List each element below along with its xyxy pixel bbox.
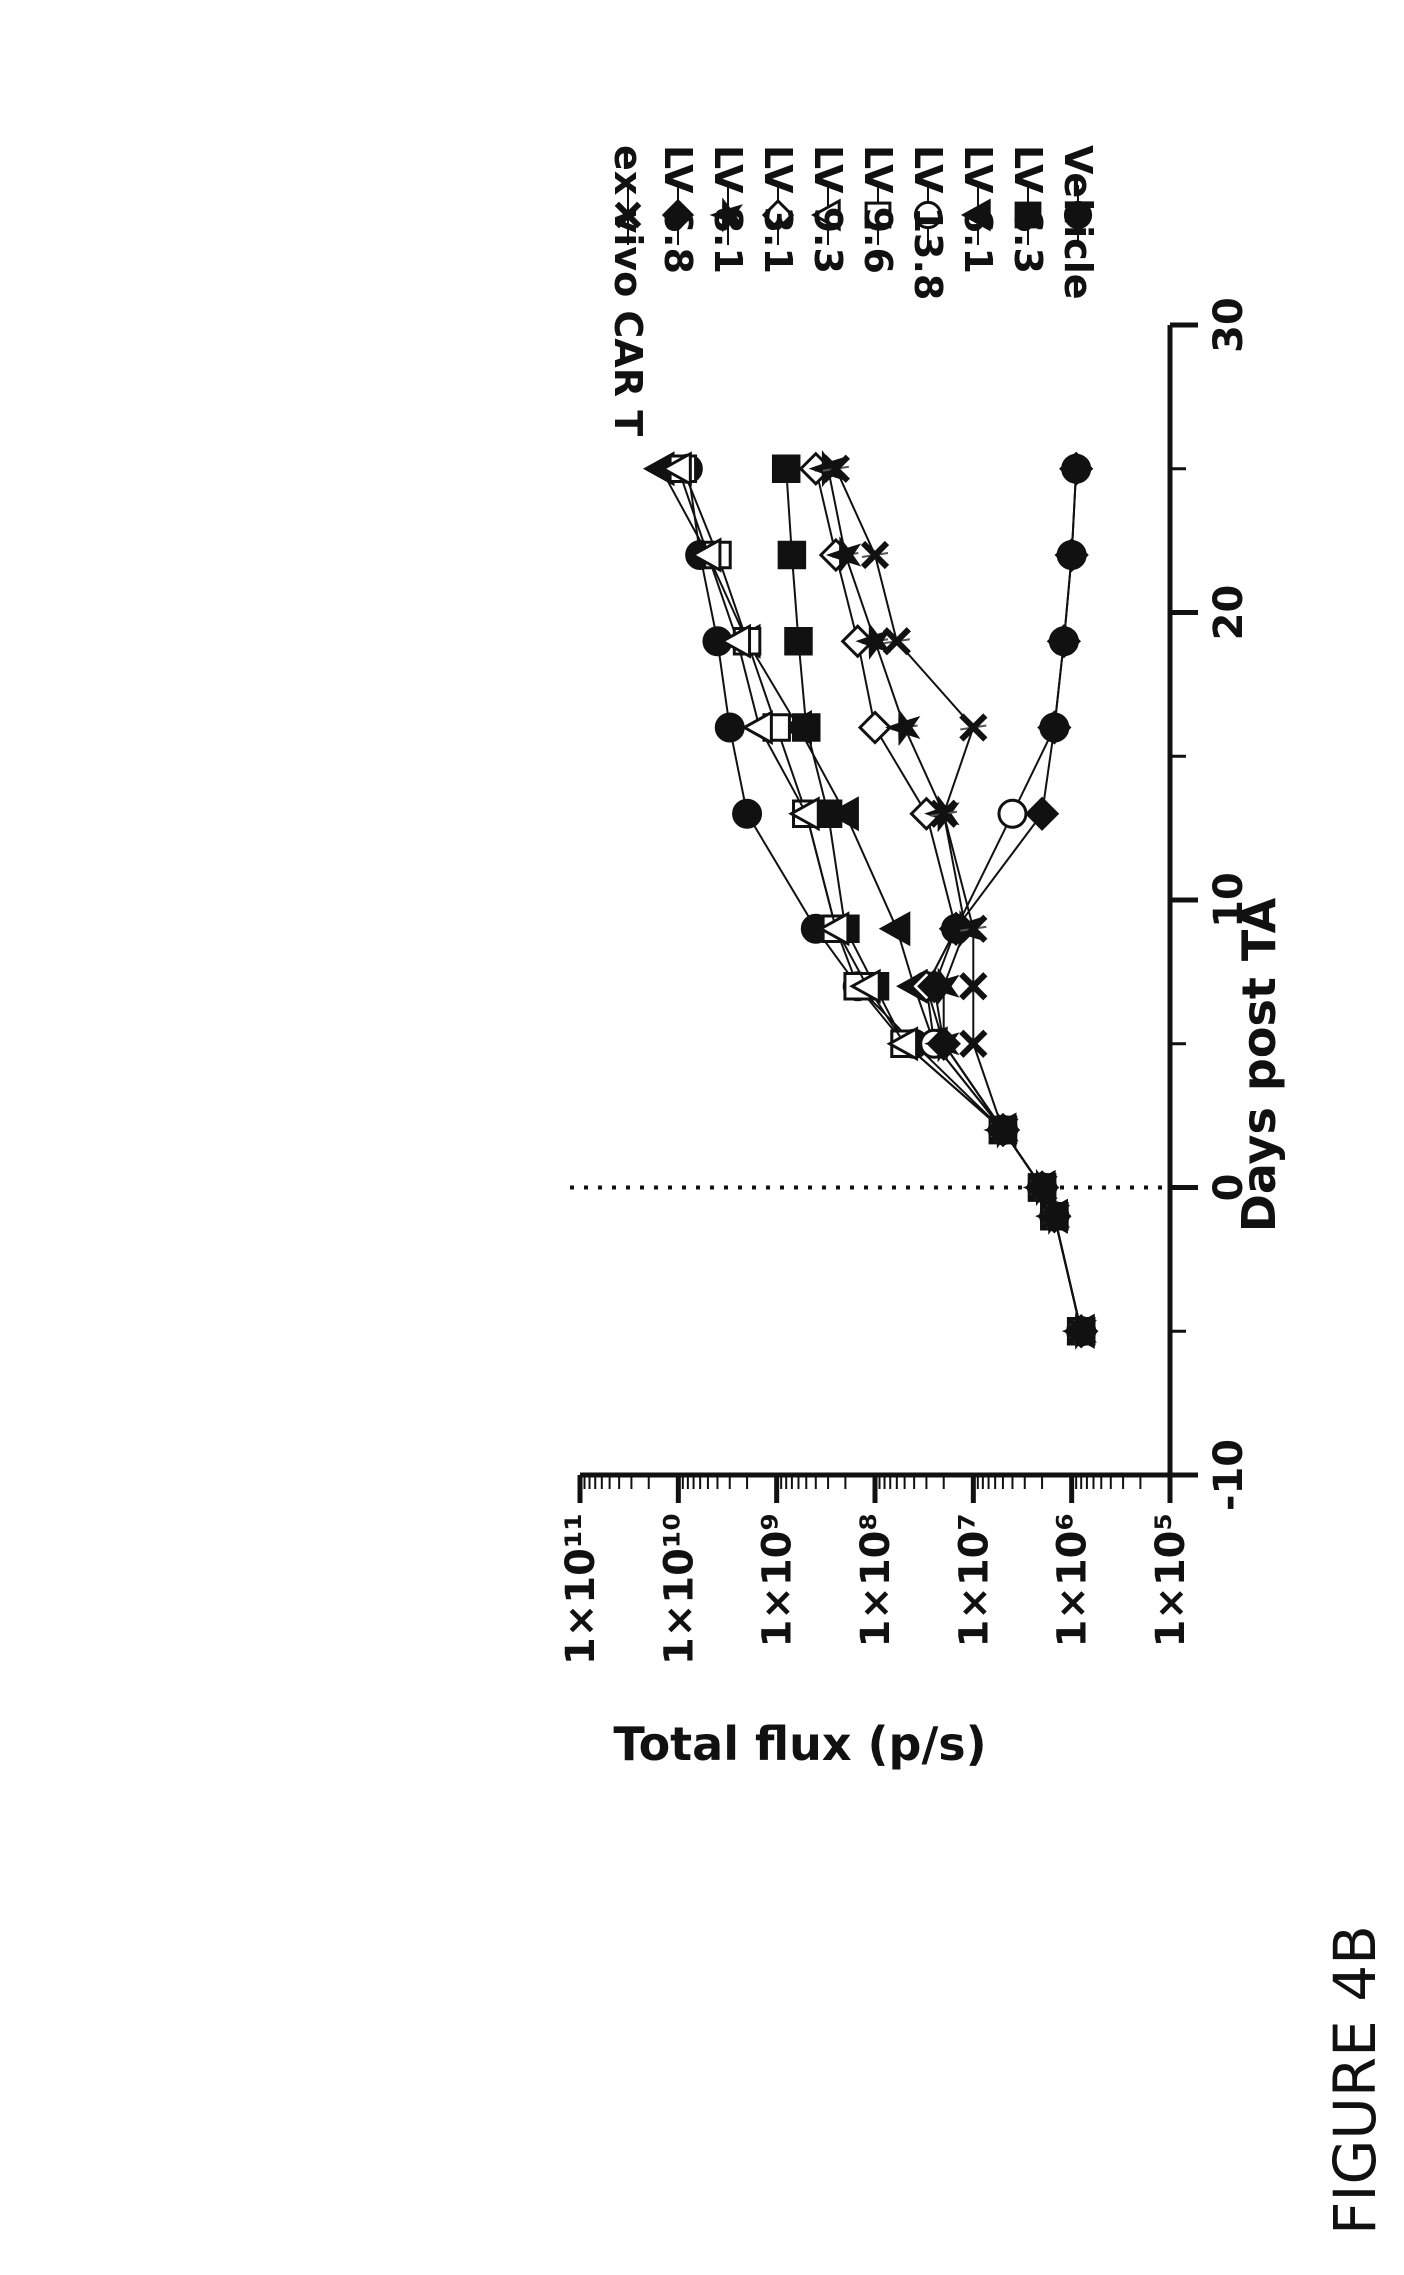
legend-label: ex vivo CAR T bbox=[606, 145, 650, 436]
legend-label: LV 6.8 bbox=[656, 145, 700, 274]
data-point bbox=[821, 454, 850, 483]
data-point bbox=[855, 622, 891, 660]
series bbox=[821, 454, 1096, 1346]
legend-label: LV 9.6 bbox=[856, 145, 900, 274]
legend-entry: LV 9.3 bbox=[806, 145, 850, 274]
data-point bbox=[761, 198, 795, 232]
data-point bbox=[917, 969, 952, 1004]
data-point bbox=[660, 451, 692, 487]
data-point bbox=[741, 709, 773, 746]
data-point bbox=[784, 627, 813, 656]
legend-entry: LV 13.8 bbox=[906, 145, 950, 300]
data-point bbox=[1059, 451, 1094, 486]
data-point bbox=[864, 201, 892, 229]
data-point bbox=[959, 914, 988, 943]
data-point bbox=[614, 201, 642, 229]
data-point bbox=[1067, 1317, 1096, 1346]
data-point bbox=[788, 796, 820, 832]
legend-label: LV 3.1 bbox=[756, 145, 800, 274]
y-axis-title: Total flux (p/s) bbox=[613, 1717, 986, 1771]
series-line bbox=[681, 468, 1083, 1332]
legend-label: LV 6.1 bbox=[956, 145, 1000, 274]
legend-label: LV 13.8 bbox=[906, 145, 950, 300]
data-point bbox=[1024, 796, 1060, 831]
legend-label: LV 8.1 bbox=[706, 145, 750, 274]
data-point bbox=[849, 968, 881, 1004]
data-point bbox=[827, 796, 859, 832]
data-point bbox=[886, 1026, 919, 1062]
data-point bbox=[997, 798, 1028, 829]
data-point bbox=[882, 627, 911, 656]
legend-entry: LV 3.1 bbox=[756, 145, 800, 274]
y-tick-label: 1×10⁷ bbox=[951, 1513, 997, 1648]
x-tick-label: 30 bbox=[1206, 297, 1252, 353]
legend-label: LV 6.3 bbox=[1006, 145, 1050, 274]
x-tick-label: 10 bbox=[1206, 872, 1252, 928]
data-point bbox=[878, 911, 911, 947]
data-point bbox=[885, 708, 921, 747]
axes: 1×10⁵ 1×10⁶ 1×10⁷ 1×10⁸ 1×10⁹ 1×10¹⁰ 1×10¹¹ -10… bbox=[558, 297, 1252, 1665]
series-line bbox=[677, 468, 1083, 1332]
x-tick-label: 0 bbox=[1206, 1174, 1252, 1202]
y-tick-label: 1×10⁹ bbox=[755, 1513, 801, 1648]
legend-label: LV 9.3 bbox=[806, 145, 850, 274]
legend-entry: LV 6.3 bbox=[1006, 145, 1050, 274]
series-line bbox=[660, 468, 1083, 1332]
data-point bbox=[810, 198, 841, 232]
y-tick-label: 1×10⁵ bbox=[1148, 1513, 1194, 1648]
legend-entry: Vehicle bbox=[1056, 145, 1100, 300]
y-tick-label: 1×10¹⁰ bbox=[656, 1513, 702, 1665]
data-point bbox=[709, 197, 743, 233]
data-point bbox=[732, 798, 763, 829]
data-point bbox=[777, 540, 807, 570]
data-point bbox=[913, 200, 943, 230]
data-point bbox=[689, 537, 722, 573]
y-tick-label: 1×10¹¹ bbox=[558, 1513, 604, 1665]
data-point bbox=[1037, 710, 1072, 745]
data-point bbox=[959, 1029, 988, 1058]
legend-entry: LV 6.8 bbox=[656, 145, 700, 274]
data-point bbox=[1040, 1202, 1069, 1231]
x-tick-label: 20 bbox=[1206, 585, 1252, 641]
data-point bbox=[825, 536, 862, 574]
series bbox=[668, 454, 1096, 1346]
data-point bbox=[959, 972, 988, 1001]
data-point bbox=[817, 911, 850, 947]
series bbox=[917, 451, 1099, 1349]
data-point bbox=[860, 540, 890, 570]
y-tick-label: 1×10⁶ bbox=[1050, 1513, 1096, 1648]
data-point bbox=[926, 1026, 961, 1061]
data-point bbox=[1046, 624, 1082, 659]
legend-entry: LV 8.1 bbox=[706, 145, 750, 274]
series-line bbox=[933, 468, 1083, 1332]
figure-label: FIGURE 4B bbox=[1321, 1925, 1389, 2235]
data-point bbox=[661, 198, 695, 232]
y-tick-label: 1×10⁸ bbox=[853, 1513, 899, 1648]
data-point bbox=[1014, 201, 1042, 229]
data-point bbox=[771, 454, 801, 483]
series bbox=[642, 451, 1095, 1349]
series-layer bbox=[642, 450, 1099, 1350]
legend-entry: LV 6.1 bbox=[956, 145, 1000, 274]
x-tick-label: -10 bbox=[1206, 1439, 1252, 1511]
data-point bbox=[960, 198, 991, 232]
data-point bbox=[929, 799, 958, 828]
legend-label: Vehicle bbox=[1056, 145, 1100, 300]
x-axis-title: Days post TA bbox=[1232, 897, 1286, 1232]
legend-entry: ex vivo CAR T bbox=[606, 145, 650, 436]
data-point bbox=[714, 712, 745, 743]
data-point bbox=[959, 713, 988, 742]
data-point bbox=[719, 623, 752, 659]
data-point bbox=[1027, 1173, 1057, 1202]
data-point bbox=[780, 709, 812, 746]
data-point bbox=[1063, 200, 1093, 230]
legend-entry: LV 9.6 bbox=[856, 145, 900, 274]
data-point bbox=[988, 1115, 1018, 1145]
data-point bbox=[1054, 537, 1089, 573]
